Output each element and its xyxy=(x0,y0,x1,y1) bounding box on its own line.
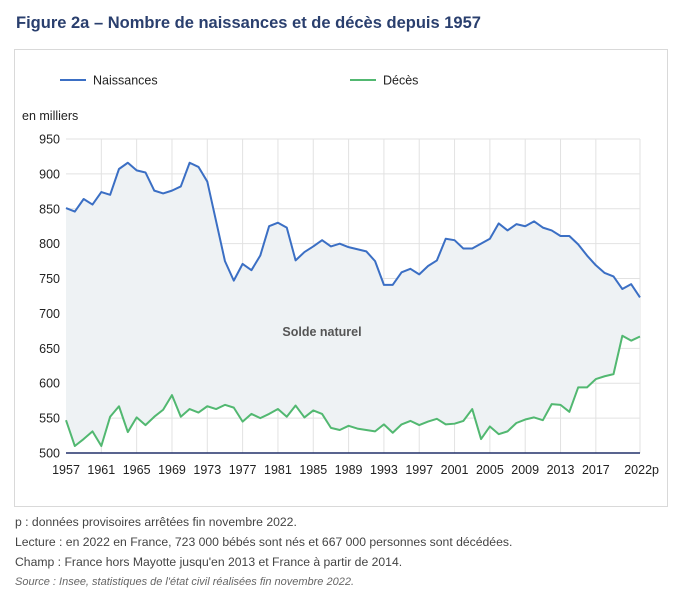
annotation-solde-naturel: Solde naturel xyxy=(282,325,361,339)
y-tick-label: 650 xyxy=(39,342,60,356)
legend-label: Naissances xyxy=(93,74,158,88)
legend-label: Décès xyxy=(383,74,418,88)
x-tick-label: 1989 xyxy=(335,463,363,477)
x-tick-label: 2001 xyxy=(441,463,469,477)
line-chart: 500 550 600 650 700 750 800 850 900 950 1957 1961 19… xyxy=(22,74,659,478)
x-tick-label: 1985 xyxy=(299,463,327,477)
x-tick-label: 2022p xyxy=(624,463,659,477)
note-scope: Champ : France hors Mayotte jusqu'en 201… xyxy=(15,555,403,569)
y-tick-label: 550 xyxy=(39,412,60,426)
x-tick-label: 2013 xyxy=(547,463,575,477)
x-tick-label: 1965 xyxy=(123,463,151,477)
y-axis-label: en milliers xyxy=(22,109,78,123)
x-tick-label: 1981 xyxy=(264,463,292,477)
y-tick-label: 700 xyxy=(39,307,60,321)
x-tick-label: 1969 xyxy=(158,463,186,477)
x-tick-label: 1993 xyxy=(370,463,398,477)
x-tick-label: 2005 xyxy=(476,463,504,477)
x-tick-label: 1997 xyxy=(405,463,433,477)
chart-notes: p : données provisoires arrêtées fin nov… xyxy=(15,512,512,592)
note-provisional: p : données provisoires arrêtées fin nov… xyxy=(15,515,297,529)
x-tick-label: 2009 xyxy=(511,463,539,477)
figure-title: Figure 2a – Nombre de naissances et de d… xyxy=(16,14,481,32)
y-tick-label: 850 xyxy=(39,202,60,216)
note-source: Source : Insee, statistiques de l'état c… xyxy=(15,576,355,588)
y-tick-label: 900 xyxy=(39,167,60,181)
x-tick-label: 1977 xyxy=(229,463,257,477)
deaths-line xyxy=(65,334,641,448)
y-tick-label: 750 xyxy=(39,272,60,286)
note-reading: Lecture : en 2022 en France, 723 000 béb… xyxy=(15,535,513,549)
x-tick-label: 2017 xyxy=(582,463,610,477)
y-tick-label: 950 xyxy=(39,133,60,147)
y-tick-label: 800 xyxy=(39,237,60,251)
births-line xyxy=(65,161,641,298)
x-tick-label: 1957 xyxy=(52,463,80,477)
x-tick-label: 1961 xyxy=(87,463,115,477)
y-tick-label: 500 xyxy=(39,447,60,461)
x-tick-label: 1973 xyxy=(193,463,221,477)
y-tick-label: 600 xyxy=(39,377,60,391)
natural-balance-area xyxy=(66,162,640,447)
chart-frame xyxy=(14,49,668,507)
